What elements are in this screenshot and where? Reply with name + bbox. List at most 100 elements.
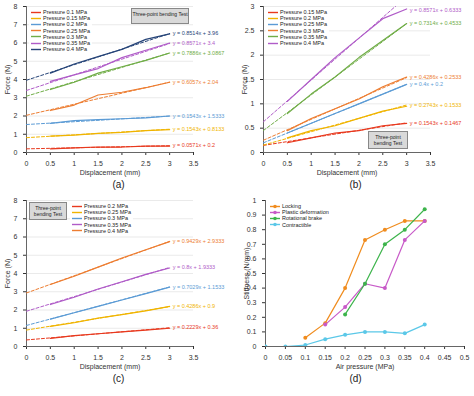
svg-text:0: 0 [251,149,255,156]
svg-text:3.5: 3.5 [426,160,436,167]
svg-text:1: 1 [309,160,313,167]
svg-text:Stiffness (N/mm): Stiffness (N/mm) [243,248,251,300]
svg-text:2: 2 [14,306,18,313]
svg-text:0: 0 [264,354,268,361]
svg-text:y = 0.9429x + 2.9333: y = 0.9429x + 2.9333 [173,238,225,244]
svg-text:y = 0.4286x + 0.2533: y = 0.4286x + 0.2533 [410,74,462,80]
svg-text:1: 1 [72,354,76,361]
svg-text:y = 0.1543x + 0.8133: y = 0.1543x + 0.8133 [173,126,225,132]
svg-text:0.35: 0.35 [398,354,412,361]
svg-text:2: 2 [14,112,18,119]
svg-text:2.5: 2.5 [245,27,255,34]
svg-text:2.5: 2.5 [141,354,151,361]
html-text:(d): (d) [349,373,362,384]
svg-text:1.5: 1.5 [93,354,103,361]
svg-text:3.5: 3.5 [189,354,199,361]
svg-text:6: 6 [14,39,18,46]
svg-text:0.5: 0.5 [45,160,55,167]
html-text:(b): (b) [349,179,362,190]
svg-text:Force (N): Force (N) [4,65,12,95]
svg-text:3: 3 [405,160,409,167]
svg-text:2: 2 [120,160,124,167]
svg-text:y = 0.8x + 1.9333: y = 0.8x + 1.9333 [173,264,216,270]
svg-text:y = 0.8571x + 0.6333: y = 0.8571x + 0.6333 [410,7,462,13]
svg-text:y = 0.2229x + 0.36: y = 0.2229x + 0.36 [173,324,219,330]
svg-text:0.8: 0.8 [247,226,257,233]
svg-text:y = 0.1543x + 0.1467: y = 0.1543x + 0.1467 [410,120,462,126]
svg-text:y = 0.4x + 0.2: y = 0.4x + 0.2 [410,81,443,87]
svg-text:y = 0.7314x + 0.4533: y = 0.7314x + 0.4533 [410,20,462,26]
svg-text:4: 4 [14,76,18,83]
svg-text:0.2: 0.2 [247,314,257,321]
html-text:Three-point bending Test: Three-point bending Test [373,134,403,146]
svg-text:Force (N): Force (N) [4,259,12,289]
svg-text:1.5: 1.5 [93,160,103,167]
svg-text:0.9: 0.9 [247,211,257,218]
svg-text:Air pressure (MPa): Air pressure (MPa) [336,363,395,371]
svg-text:8: 8 [14,197,18,204]
svg-text:0.5: 0.5 [45,354,55,361]
svg-text:1: 1 [14,130,18,137]
svg-text:0: 0 [14,343,18,350]
svg-text:1: 1 [253,197,257,204]
svg-text:0: 0 [25,160,29,167]
svg-text:0: 0 [25,354,29,361]
svg-text:1.5: 1.5 [244,75,255,83]
svg-text:8: 8 [14,3,18,10]
html-text:(a): (a) [112,179,125,190]
svg-text:2.5: 2.5 [378,160,388,167]
svg-text:2: 2 [357,160,361,167]
svg-text:y = 0.2743x + 0.1533: y = 0.2743x + 0.1533 [410,102,462,108]
svg-text:Displacement (mm): Displacement (mm) [317,169,378,177]
svg-text:1: 1 [251,100,255,107]
svg-text:Displacement (mm): Displacement (mm) [80,363,141,371]
svg-text:0.3: 0.3 [380,354,390,361]
svg-text:0.15: 0.15 [318,354,332,361]
svg-text:0.3: 0.3 [246,298,257,306]
svg-text:1: 1 [14,324,18,331]
svg-text:1: 1 [72,160,76,167]
svg-text:y = 0.0571x + 0.2: y = 0.0571x + 0.2 [173,142,216,148]
svg-text:3: 3 [14,94,18,101]
svg-text:0.2: 0.2 [340,354,350,361]
svg-text:2: 2 [120,354,124,361]
svg-text:0.5: 0.5 [282,160,292,167]
svg-text:7: 7 [14,215,18,222]
svg-text:y = 0.4286x + 0.9: y = 0.4286x + 0.9 [173,303,216,309]
svg-text:y = 0.1543x + 1.5333: y = 0.1543x + 1.5333 [173,113,225,119]
svg-text:6: 6 [14,233,18,240]
svg-text:0.1: 0.1 [300,354,310,361]
svg-text:0: 0 [14,149,18,156]
svg-text:y = 0.8514x + 3.96: y = 0.8514x + 3.96 [173,30,219,36]
svg-text:2.5: 2.5 [141,160,151,167]
svg-text:3.5: 3.5 [189,160,199,167]
svg-text:0.4: 0.4 [420,354,430,361]
svg-text:3: 3 [168,160,172,167]
svg-text:y = 0.7029x + 1.1533: y = 0.7029x + 1.1533 [173,284,225,290]
svg-text:Displacement (mm): Displacement (mm) [80,169,141,177]
svg-text:3: 3 [168,354,172,361]
html-text:Three-point bending Test: Three-point bending Test [33,205,63,217]
svg-text:5: 5 [14,57,18,64]
svg-text:0.7: 0.7 [247,241,257,248]
svg-text:0.25: 0.25 [358,354,372,361]
svg-text:4: 4 [14,270,18,277]
svg-text:y = 0.8571x + 3.4: y = 0.8571x + 3.4 [173,40,216,46]
svg-text:0.1: 0.1 [247,328,257,335]
svg-text:0.5: 0.5 [245,124,255,131]
svg-text:2: 2 [251,51,255,58]
svg-text:3: 3 [251,3,255,10]
svg-text:Force (N): Force (N) [241,65,249,95]
svg-text:0.05: 0.05 [279,354,293,361]
svg-text:1.5: 1.5 [330,160,340,167]
svg-text:y = 0.6057x + 2.04: y = 0.6057x + 2.04 [173,79,219,85]
svg-text:5: 5 [14,251,18,258]
svg-text:y = 0.7886x + 3.0867: y = 0.7886x + 3.0867 [173,50,225,56]
svg-text:7: 7 [14,21,18,28]
svg-text:0.5: 0.5 [460,354,470,361]
svg-text:0: 0 [253,343,257,350]
html-text:(c): (c) [112,373,125,384]
svg-text:0.45: 0.45 [438,354,452,361]
svg-text:0: 0 [262,160,266,167]
svg-text:3: 3 [14,288,18,295]
